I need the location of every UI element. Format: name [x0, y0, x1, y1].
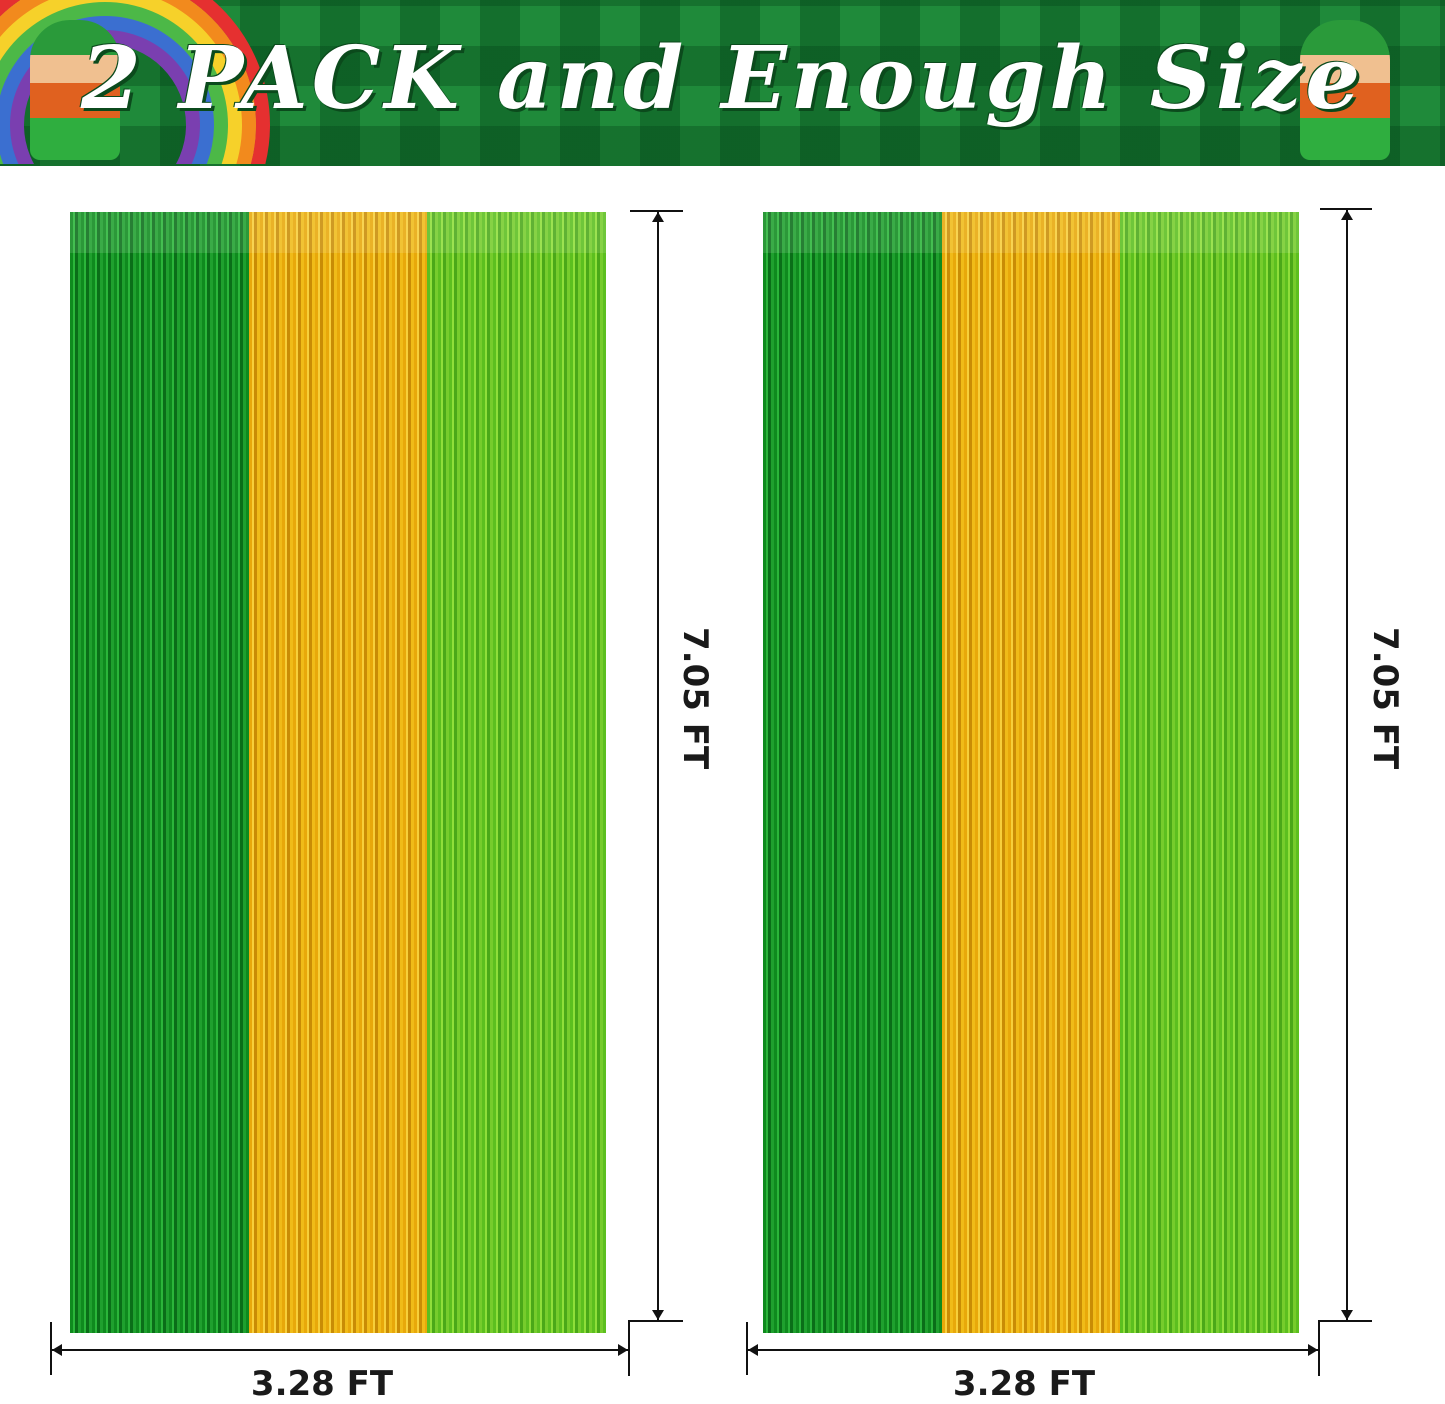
green-strip [70, 212, 249, 1333]
gold-strip [941, 212, 1121, 1333]
arrow-right-icon [1308, 1344, 1318, 1356]
curtain-2 [763, 212, 1300, 1333]
width-label: 3.28 FT [952, 1364, 1096, 1404]
arrow-left-icon [52, 1344, 62, 1356]
width-label: 3.28 FT [250, 1364, 394, 1404]
header-banner: 2 PACK and Enough Size [0, 0, 1445, 166]
green-strip [763, 212, 942, 1333]
gold-strip [248, 212, 428, 1333]
leprechaun-right-graphic [1300, 20, 1390, 160]
lime-strip [427, 212, 607, 1333]
arrow-right-icon [618, 1344, 628, 1356]
height-label: 7.05 FT [1365, 627, 1405, 770]
arrow-up-icon [652, 212, 664, 222]
height-label: 7.05 FT [675, 627, 715, 770]
arrow-up-icon [1341, 210, 1353, 220]
banner-title: 2 PACK and Enough Size [80, 28, 1365, 129]
curtain-1 [70, 212, 607, 1333]
arrow-down-icon [1341, 1310, 1353, 1320]
leprechaun-left-graphic [30, 20, 120, 160]
arrow-down-icon [652, 1310, 664, 1320]
lime-strip [1120, 212, 1300, 1333]
arrow-left-icon [748, 1344, 758, 1356]
